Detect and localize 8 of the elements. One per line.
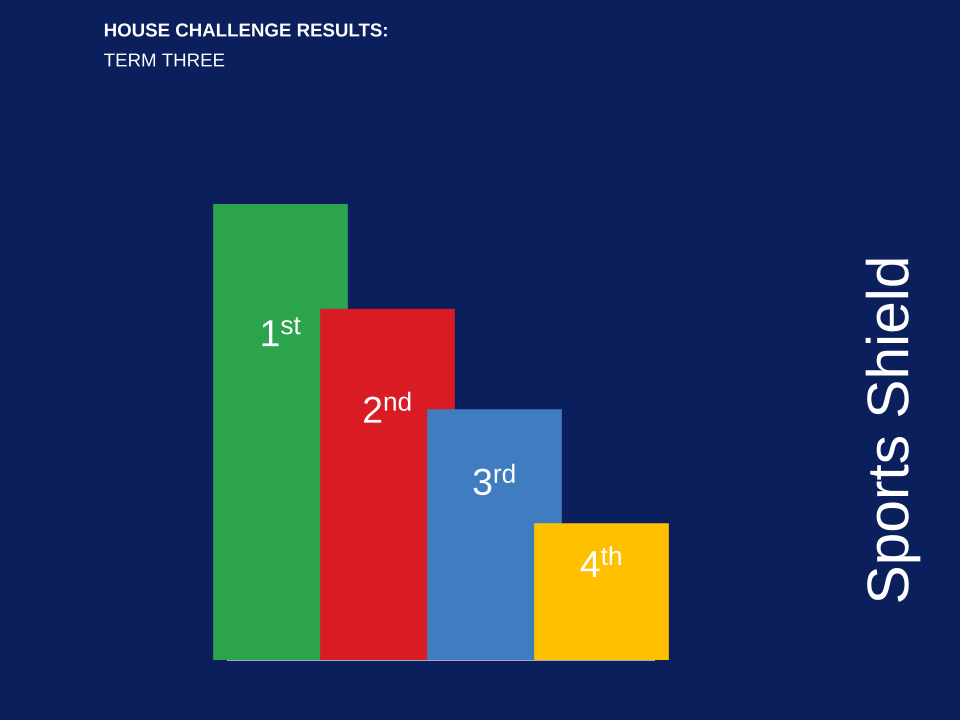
text: Sports Shield xyxy=(866,259,920,602)
x-tick-label: 4$^{th}$ xyxy=(580,546,621,577)
chart-subtitle: TERM THREE xyxy=(104,54,224,66)
x-tick-label: 3$^{rd}$ xyxy=(474,464,514,496)
bar xyxy=(534,523,669,660)
x-tick-label: 1$^{st}$ xyxy=(262,317,301,346)
x-tick-label: 2$^{nd}$ xyxy=(364,392,410,423)
chart-title: HOUSE CHALLENGE RESULTS: xyxy=(104,23,387,37)
